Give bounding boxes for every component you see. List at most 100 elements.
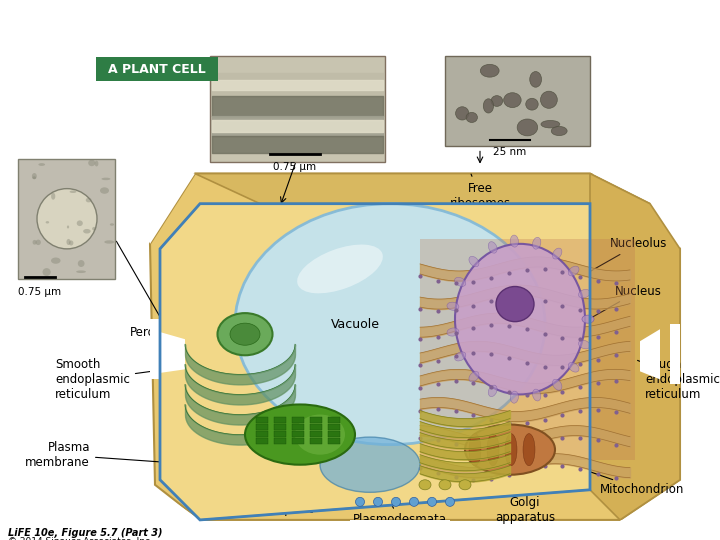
Text: Plasma
membrane: Plasma membrane <box>25 441 197 469</box>
Ellipse shape <box>66 239 71 245</box>
Ellipse shape <box>51 193 55 200</box>
Ellipse shape <box>77 220 83 226</box>
Bar <box>328 437 340 444</box>
Bar <box>18 159 115 279</box>
Ellipse shape <box>37 188 97 249</box>
Ellipse shape <box>42 268 50 276</box>
Bar <box>310 430 322 437</box>
Ellipse shape <box>496 287 534 322</box>
Text: Rough
endoplasmic
reticulum: Rough endoplasmic reticulum <box>637 358 720 401</box>
Ellipse shape <box>110 223 114 226</box>
Text: LiFE 10e, Figure 5.7 (Part 3): LiFE 10e, Figure 5.7 (Part 3) <box>8 528 163 538</box>
Ellipse shape <box>517 119 538 136</box>
Ellipse shape <box>488 242 497 253</box>
Bar <box>310 423 322 429</box>
Ellipse shape <box>568 362 579 372</box>
Bar <box>292 437 304 444</box>
Ellipse shape <box>541 91 557 109</box>
Ellipse shape <box>533 237 541 249</box>
Text: Mitochondrion: Mitochondrion <box>557 461 685 496</box>
Ellipse shape <box>235 204 545 444</box>
Bar <box>292 430 304 437</box>
Ellipse shape <box>541 120 560 128</box>
Ellipse shape <box>523 434 535 465</box>
Ellipse shape <box>35 240 41 245</box>
Bar <box>256 437 268 444</box>
Bar <box>274 416 286 422</box>
Ellipse shape <box>488 385 497 396</box>
Ellipse shape <box>45 221 49 224</box>
Polygon shape <box>590 173 680 249</box>
Ellipse shape <box>480 64 499 77</box>
Ellipse shape <box>510 391 518 403</box>
Bar <box>256 423 268 429</box>
Ellipse shape <box>456 107 469 120</box>
Bar <box>274 430 286 437</box>
Ellipse shape <box>465 424 555 475</box>
Ellipse shape <box>32 240 37 245</box>
Ellipse shape <box>487 434 499 465</box>
Text: 25 nm: 25 nm <box>493 147 526 158</box>
Ellipse shape <box>568 266 579 276</box>
Ellipse shape <box>245 404 355 465</box>
Ellipse shape <box>67 226 69 228</box>
Ellipse shape <box>356 497 364 507</box>
Ellipse shape <box>230 323 260 345</box>
Polygon shape <box>150 173 680 520</box>
Text: 0.75 μm: 0.75 μm <box>19 287 62 297</box>
Ellipse shape <box>510 235 518 247</box>
Polygon shape <box>150 329 185 374</box>
Ellipse shape <box>419 480 431 490</box>
Bar <box>292 416 304 422</box>
Polygon shape <box>150 173 195 244</box>
Ellipse shape <box>32 176 36 179</box>
Ellipse shape <box>582 315 594 323</box>
Ellipse shape <box>38 163 45 166</box>
Polygon shape <box>160 204 590 520</box>
Ellipse shape <box>582 315 594 323</box>
Polygon shape <box>150 485 200 540</box>
Polygon shape <box>350 520 450 540</box>
Ellipse shape <box>454 352 466 361</box>
Bar <box>445 56 590 146</box>
Bar <box>210 56 385 161</box>
Ellipse shape <box>552 379 562 390</box>
Polygon shape <box>150 319 160 380</box>
Ellipse shape <box>469 256 479 267</box>
Polygon shape <box>640 329 660 380</box>
Ellipse shape <box>69 240 73 246</box>
FancyBboxPatch shape <box>96 57 218 81</box>
Text: Nucleus: Nucleus <box>582 285 662 323</box>
Text: Plasmodesmata: Plasmodesmata <box>353 504 447 526</box>
Polygon shape <box>590 173 680 520</box>
Ellipse shape <box>491 96 503 106</box>
Polygon shape <box>195 173 650 204</box>
Text: © 2014 Sinauer Associates, Inc.: © 2014 Sinauer Associates, Inc. <box>8 537 153 540</box>
Ellipse shape <box>297 245 383 293</box>
Ellipse shape <box>469 434 481 465</box>
Ellipse shape <box>295 415 345 455</box>
Ellipse shape <box>454 278 466 286</box>
Bar <box>310 416 322 422</box>
Bar <box>310 437 322 444</box>
Bar <box>274 437 286 444</box>
Text: Nucleolus: Nucleolus <box>547 238 667 296</box>
Ellipse shape <box>530 71 541 87</box>
Polygon shape <box>360 520 440 540</box>
Ellipse shape <box>51 258 60 264</box>
Text: Peroxisome: Peroxisome <box>130 326 267 339</box>
Ellipse shape <box>83 229 91 233</box>
Ellipse shape <box>217 313 272 355</box>
Ellipse shape <box>459 480 471 490</box>
Ellipse shape <box>88 160 95 166</box>
Ellipse shape <box>483 99 494 113</box>
Text: Vacuole: Vacuole <box>330 318 379 330</box>
Ellipse shape <box>32 173 37 179</box>
Ellipse shape <box>447 328 459 336</box>
Ellipse shape <box>86 198 91 202</box>
Text: Eukaryotic Cells: Plant Cell (Part 3): Eukaryotic Cells: Plant Cell (Part 3) <box>6 6 294 24</box>
Ellipse shape <box>95 161 99 166</box>
Polygon shape <box>620 520 680 540</box>
Ellipse shape <box>102 178 110 180</box>
Ellipse shape <box>78 260 84 267</box>
